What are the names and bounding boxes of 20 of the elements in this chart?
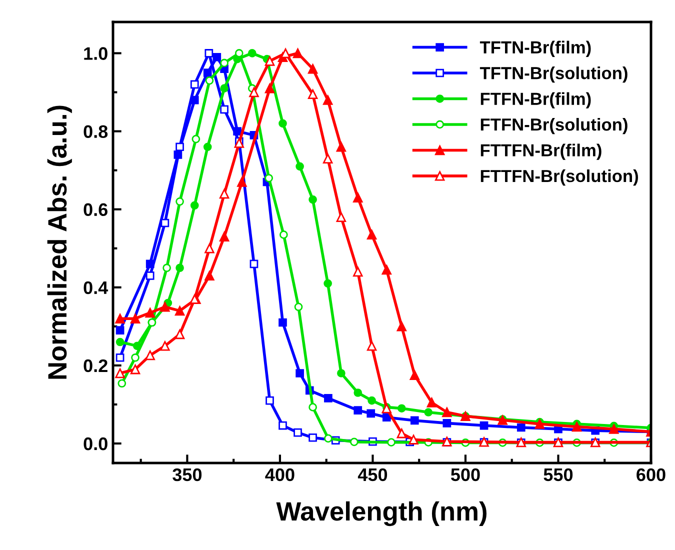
x-tick-label: 450 [358,468,388,482]
y-tick-label: 0.6 [84,203,108,216]
x-tick-label: 600 [636,468,666,482]
x-tick-label: 550 [544,468,573,482]
y-tick-label: 0.0 [84,437,108,450]
y-tick-label: 0.2 [84,359,108,372]
legend-label: TFTN-Br(film) [480,40,591,57]
y-tick-label: 1.0 [84,47,108,60]
legend-label: TFTN-Br(solution) [480,66,628,83]
legend-label: FTTFN-Br(solution) [480,169,638,186]
legend-label: FTFN-Br(solution) [480,118,628,134]
y-axis-title: Normalized Abs. (a.u.) [47,106,72,379]
legend-label: FTFN-Br(film) [480,92,591,108]
x-axis-title: Wavelength (nm) [276,501,486,526]
x-tick-label: 500 [450,468,480,482]
x-tick-label: 400 [265,468,294,482]
y-tick-label: 0.4 [84,281,108,294]
x-tick-label: 350 [172,468,202,482]
legend-label: FTTFN-Br(film) [480,144,602,160]
y-tick-label: 0.8 [84,125,108,138]
